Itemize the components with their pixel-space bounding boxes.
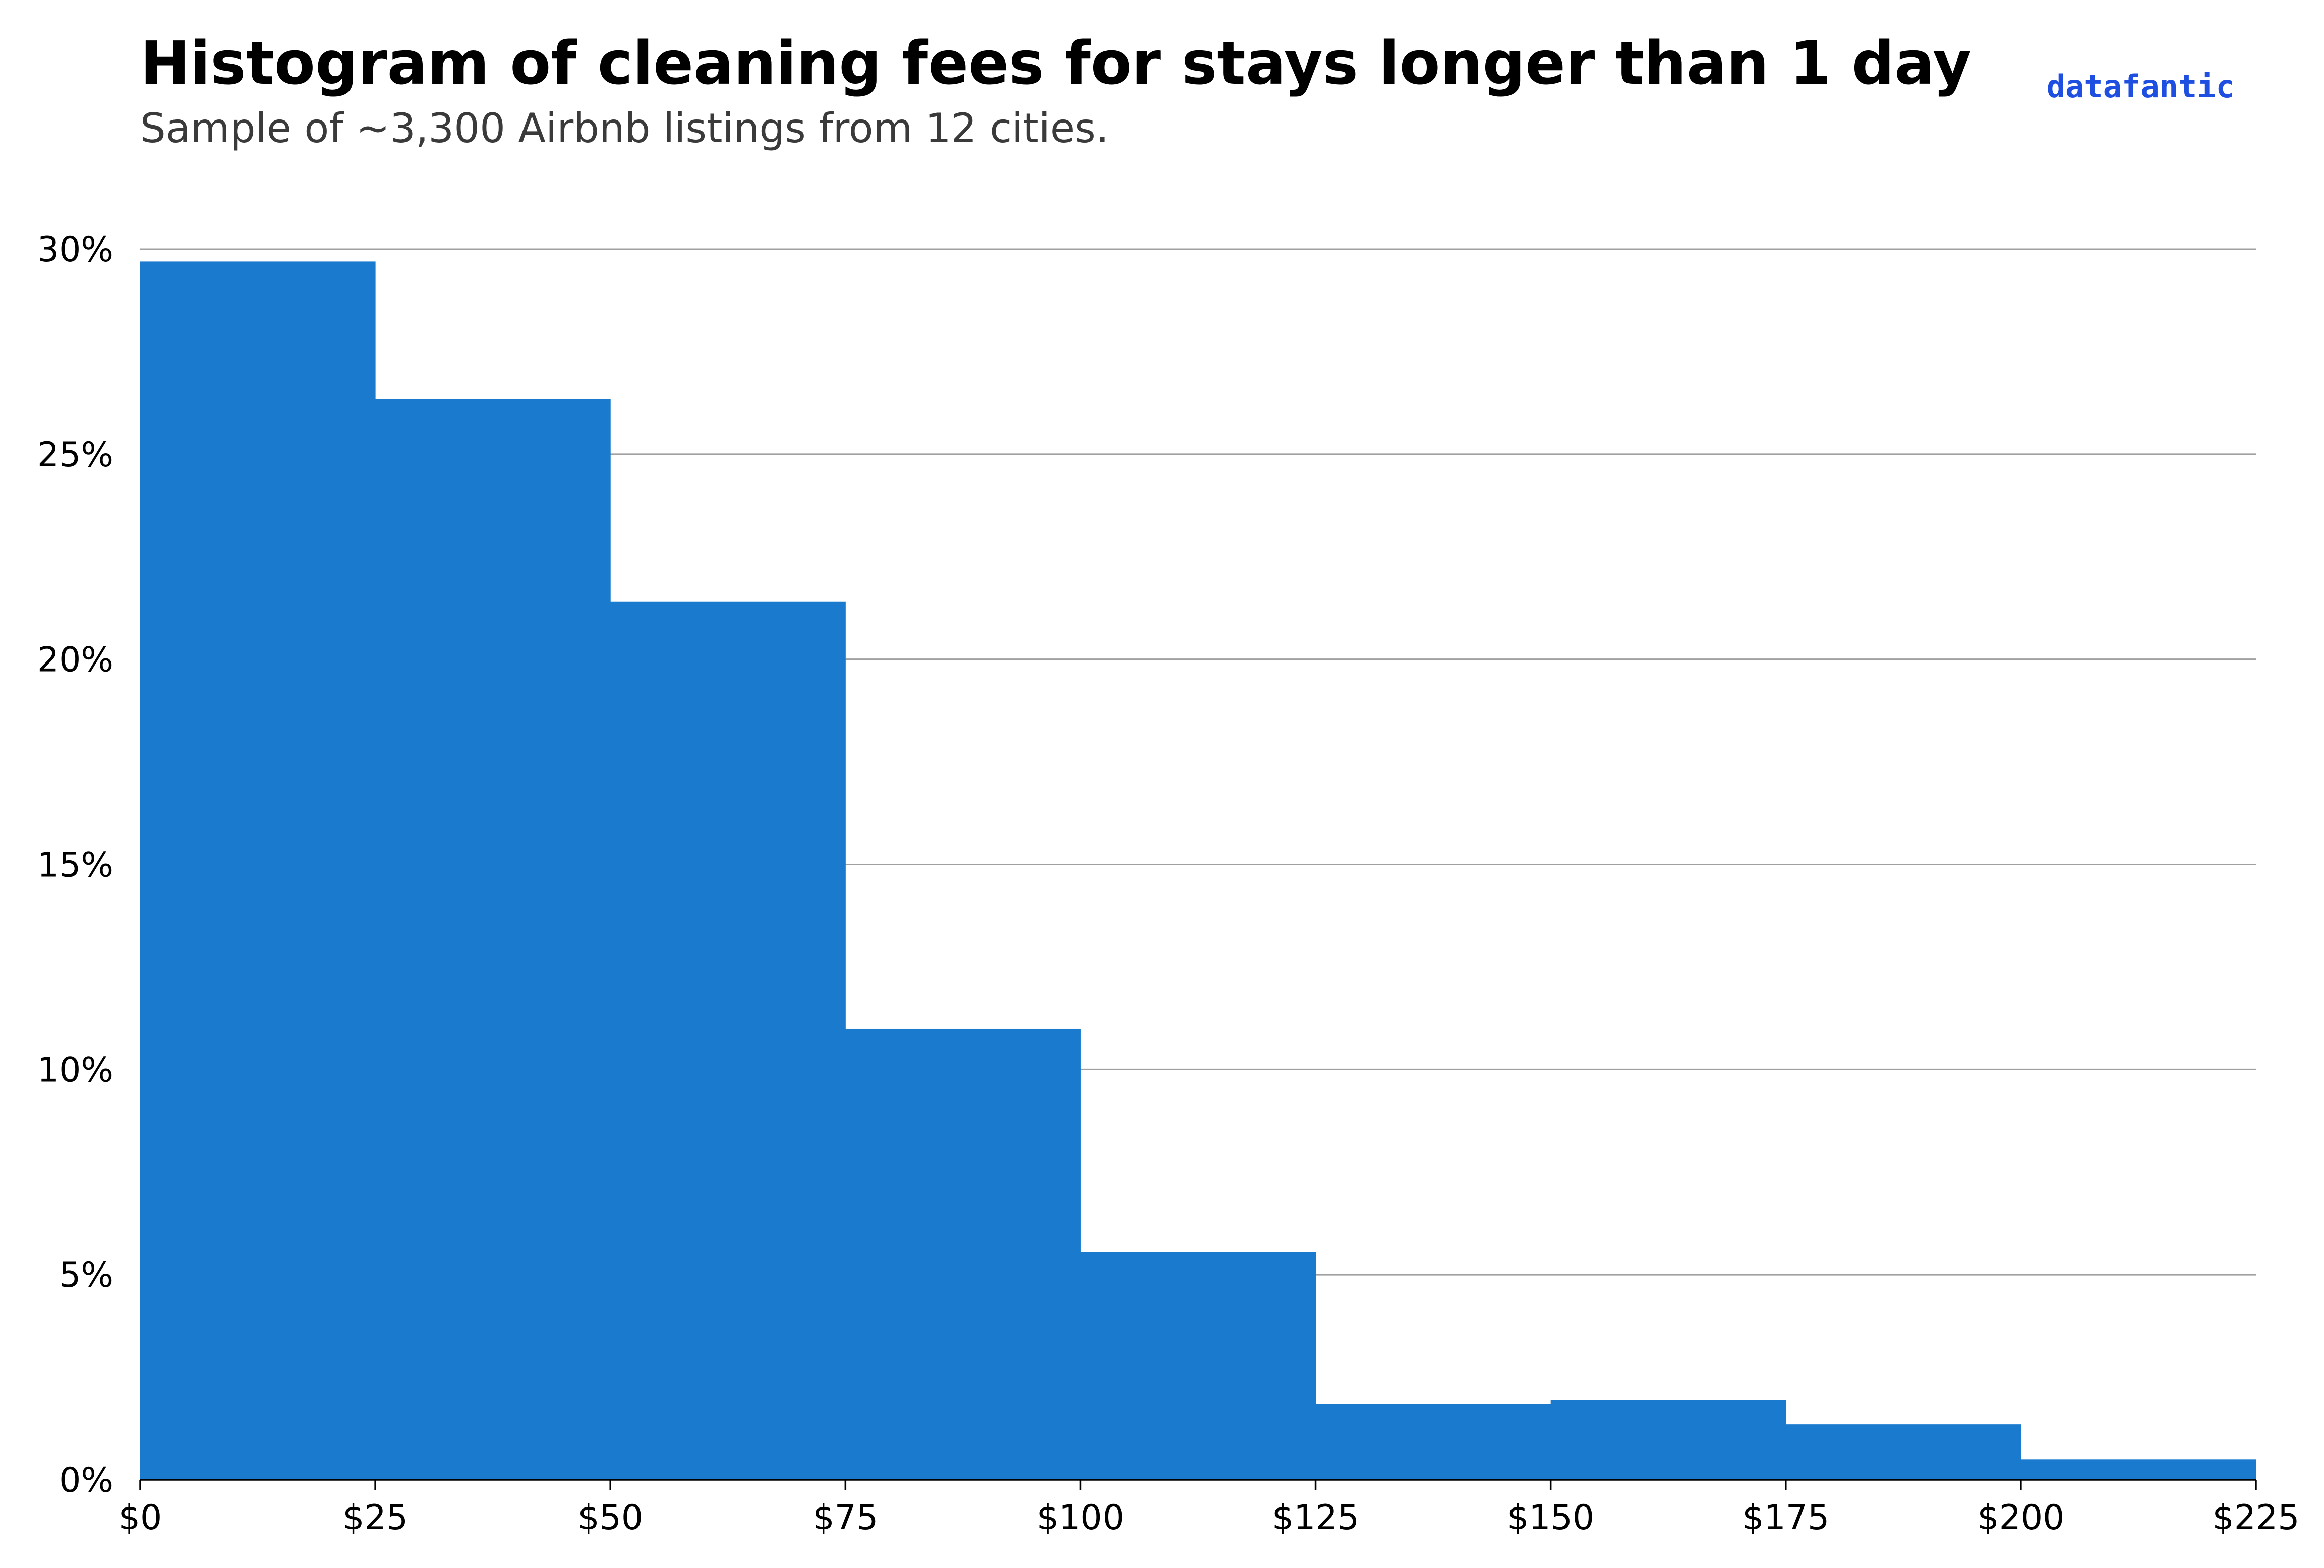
histogram-bar-9	[2020, 1459, 2256, 1480]
x-tick-label-5: $125	[1272, 1498, 1359, 1538]
y-axis-tick-labels: 0% 5% 10% 15% 20% 25% 30%	[37, 230, 113, 1500]
chart-header: Histogram of cleaning fees for stays lon…	[140, 28, 2235, 152]
x-tick-label-9: $225	[2212, 1498, 2299, 1538]
x-tick-label-1: $25	[342, 1498, 408, 1538]
brand-logo-text: datafantic	[2047, 68, 2235, 105]
x-axis	[139, 1479, 2257, 1490]
x-tick-label-7: $175	[1742, 1498, 1829, 1538]
histogram-bars	[140, 261, 2256, 1480]
y-tick-label-4: 20%	[37, 640, 113, 680]
histogram-bar-4	[845, 1028, 1081, 1480]
y-tick-label-3: 15%	[37, 846, 113, 885]
histogram-bar-2	[375, 398, 611, 1480]
y-tick-label-6: 30%	[37, 230, 113, 270]
x-tick-label-3: $75	[812, 1498, 878, 1538]
histogram-bar-1	[140, 261, 376, 1480]
histogram-bar-3	[610, 601, 846, 1480]
x-tick-label-6: $150	[1507, 1498, 1594, 1538]
y-tick-label-1: 5%	[59, 1255, 113, 1295]
y-tick-label-2: 10%	[37, 1050, 113, 1090]
histogram-bar-6	[1315, 1404, 1551, 1480]
histogram-bar-7	[1550, 1400, 1786, 1480]
chart-subtitle: Sample of ~3,300 Airbnb listings from 12…	[140, 105, 1109, 152]
x-tick-label-4: $100	[1037, 1498, 1124, 1538]
x-tick-label-0: $0	[119, 1498, 162, 1538]
histogram-bar-8	[1785, 1424, 2021, 1480]
y-tick-label-0: 0%	[59, 1461, 113, 1500]
chart-title: Histogram of cleaning fees for stays lon…	[140, 28, 1971, 98]
x-tick-label-2: $50	[577, 1498, 643, 1538]
x-tick-label-8: $200	[1977, 1498, 2064, 1538]
x-axis-tick-labels: $0 $25 $50 $75 $100 $125 $150 $175 $200 $225	[119, 1498, 2300, 1538]
y-tick-label-5: 25%	[37, 435, 113, 475]
histogram-bar-5	[1080, 1252, 1316, 1480]
